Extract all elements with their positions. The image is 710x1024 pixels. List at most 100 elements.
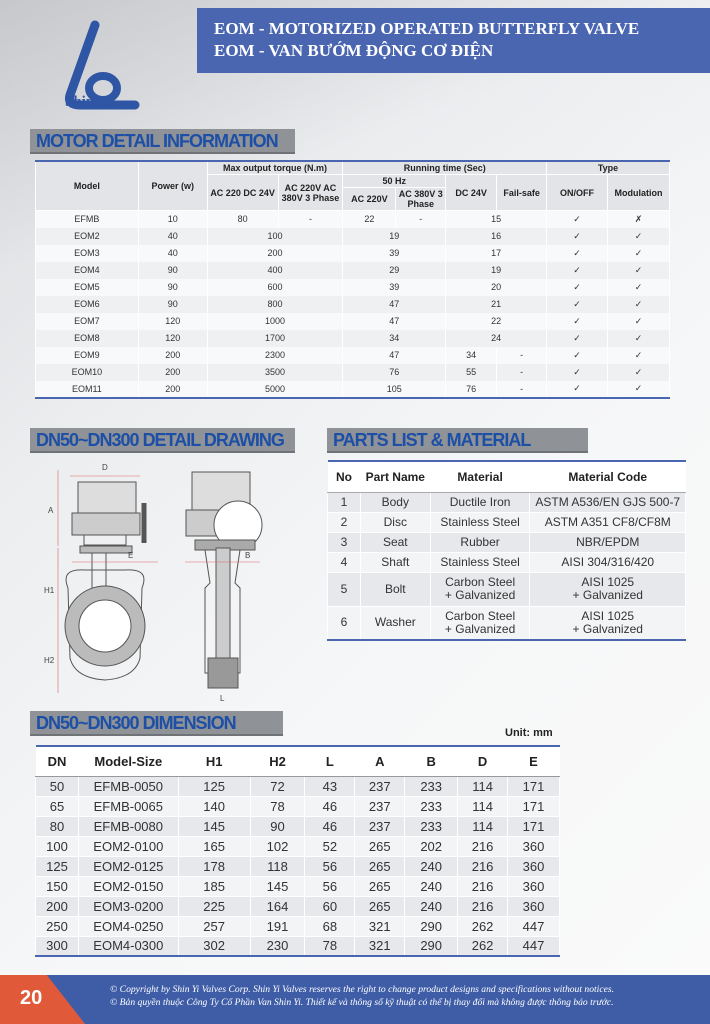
table-cell: 290	[404, 935, 459, 957]
title-en: EOM - MOTORIZED OPERATED BUTTERFLY VALVE	[214, 19, 640, 38]
table-row: EOM9 200 2300 47 34- ✓ ✓	[35, 346, 671, 364]
table-cell: EOM7	[35, 312, 139, 330]
table-cell: 164	[249, 895, 306, 917]
copyright-en: © Copyright by Shin Yi Valves Corp. Shin…	[110, 984, 614, 995]
table-cell: 68	[304, 915, 356, 937]
table-cell: Seat	[359, 531, 431, 553]
table-cell: EOM5	[35, 278, 139, 296]
table-cell: 46	[304, 815, 356, 837]
table-cell: 17	[445, 244, 548, 262]
unit-label: Unit: mm	[505, 727, 553, 739]
table-cell: Ductile Iron	[429, 491, 531, 513]
table-row: EOM7 120 1000 47 22 ✓ ✓	[35, 312, 671, 330]
parts-table: No Part Name Material Material Code 1 Body Du…	[327, 460, 686, 641]
table-cell: 240	[404, 855, 459, 877]
table-cell: 185	[177, 875, 251, 897]
table-row: EFMB 10 80-22-15 ✓ ✗	[35, 210, 671, 228]
table-cell: 290	[404, 915, 459, 937]
table-cell: 447	[507, 935, 560, 957]
table-cell: ✓	[606, 227, 671, 245]
table-cell: ✗	[606, 210, 671, 228]
table-cell: Washer	[359, 605, 431, 641]
table-cell: ✓	[606, 244, 671, 262]
valve-detail-drawing: D A E B H1 H2 L	[44, 463, 263, 703]
logo-text: Shin Yi	[65, 94, 112, 110]
table-cell: 360	[507, 895, 560, 917]
col-torque-3phase: AC 220V AC 380V 3 Phase	[277, 174, 344, 211]
table-row: 2 Disc Stainless Steel ASTM A351 CF8/CF8M	[327, 511, 686, 533]
table-cell: 321	[354, 935, 406, 957]
table-cell: 225	[177, 895, 251, 917]
column-header: L	[304, 746, 355, 777]
table-cell: EOM4	[35, 261, 139, 279]
table-cell: 1	[327, 491, 361, 513]
table-cell: 233	[404, 775, 459, 797]
table-cell: 15	[445, 210, 548, 228]
table-cell: 233	[404, 795, 459, 817]
table-cell: ✓	[546, 210, 608, 228]
table-cell: 114	[457, 775, 509, 797]
table-cell: 118	[249, 855, 306, 877]
table-row: 6 Washer Carbon Steel + Galvanized AISI 102…	[327, 605, 686, 641]
table-cell: 46	[304, 795, 356, 817]
table-row: 50 EFMB-0050 125 72 43 237 233 114 171	[35, 775, 560, 797]
table-cell: EOM4-0300	[77, 935, 179, 957]
table-cell: 237	[354, 815, 406, 837]
table-cell: 171	[507, 775, 560, 797]
table-cell: 3500	[206, 363, 344, 381]
table-cell: 230	[249, 935, 306, 957]
table-cell: 22	[342, 210, 397, 228]
table-cell: EOM4-0250	[77, 915, 179, 937]
col-failsafe: Fail-safe	[496, 174, 548, 211]
col-time-ac220: AC 220V	[342, 187, 397, 211]
table-cell: EOM2-0100	[77, 835, 179, 857]
column-header: Model-Size	[78, 746, 179, 777]
table-cell: -	[277, 210, 344, 228]
table-cell: EOM3	[35, 244, 139, 262]
table-cell: 100	[35, 835, 79, 857]
table-cell: 100	[206, 227, 344, 245]
col-modulation: Modulation	[606, 174, 671, 211]
table-row: 80 EFMB-0080 145 90 46 237 233 114 171	[35, 815, 560, 837]
table-cell: 360	[507, 855, 560, 877]
label-h2: H2	[44, 656, 55, 665]
table-cell: ✓	[546, 295, 608, 313]
table-cell: EOM3-0200	[77, 895, 179, 917]
table-row: 150 EOM2-0150 185 145 56 265 240 216 360	[35, 875, 560, 897]
table-cell: 80	[206, 210, 279, 228]
table-cell: 56	[304, 875, 356, 897]
table-cell: 40	[137, 244, 208, 262]
table-row: 4 Shaft Stainless Steel AISI 304/316/420	[327, 551, 686, 573]
column-header: A	[354, 746, 405, 777]
table-cell: 65	[35, 795, 79, 817]
table-cell: 145	[249, 875, 306, 897]
table-cell: 10	[137, 210, 208, 228]
table-cell: 80	[35, 815, 79, 837]
table-cell: 321	[354, 915, 406, 937]
table-cell: 72	[249, 775, 306, 797]
table-cell: ✓	[606, 278, 671, 296]
table-cell: 114	[457, 795, 509, 817]
motor-table: Model Power (w) Max output torque (N.m) …	[35, 160, 671, 399]
col-50hz: 50 Hz	[342, 174, 447, 188]
table-cell: ✓	[606, 380, 671, 398]
table-cell: 200	[137, 363, 208, 381]
dimension-section-title: DN50~DN300 DIMENSION	[30, 711, 283, 736]
table-cell: ✓	[546, 261, 608, 279]
table-cell: 400	[206, 261, 344, 279]
table-cell: Rubber	[429, 531, 531, 553]
table-cell: 39	[342, 278, 447, 296]
table-cell: 76	[445, 380, 498, 398]
table-cell: AISI 304/316/420	[529, 551, 686, 573]
column-header: No	[327, 461, 361, 493]
table-row: EOM10 200 3500 76 55- ✓ ✓	[35, 363, 671, 381]
table-cell: 34	[445, 346, 498, 364]
table-cell: Stainless Steel	[429, 551, 531, 573]
table-cell: ✓	[606, 295, 671, 313]
column-header: Part Name	[360, 461, 431, 493]
table-cell: -	[496, 380, 548, 398]
table-cell: ✓	[546, 312, 608, 330]
table-cell: 237	[354, 775, 406, 797]
label-a: A	[48, 506, 54, 515]
table-cell: 50	[35, 775, 79, 797]
